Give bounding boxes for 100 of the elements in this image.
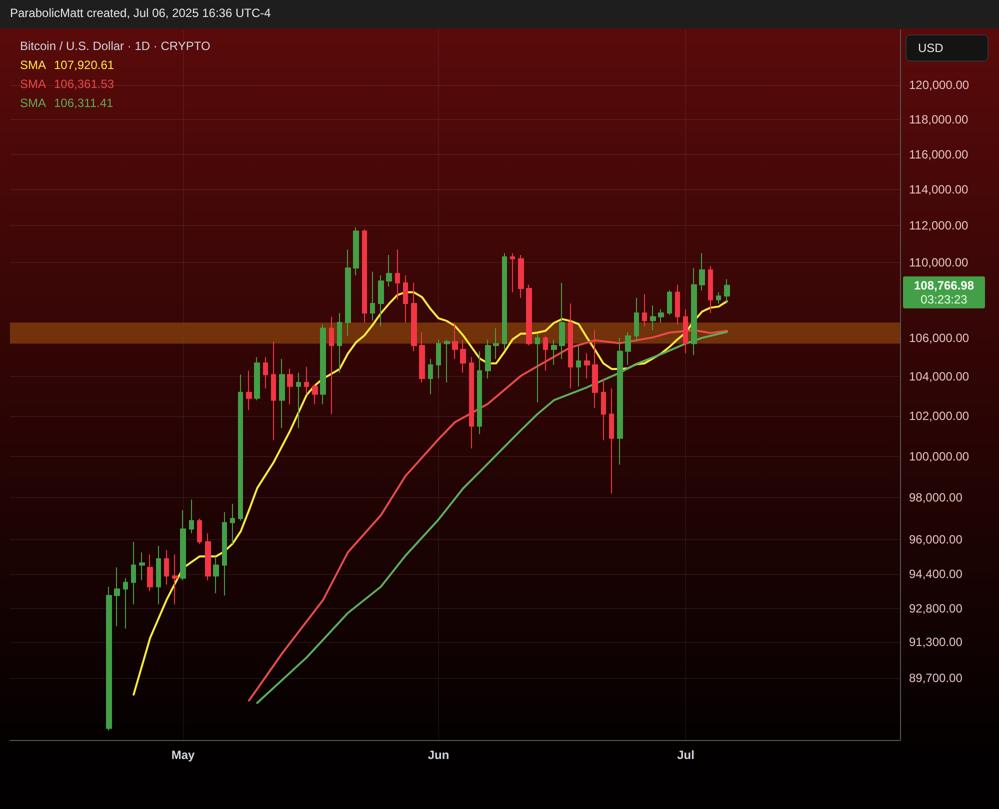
candlestick [683, 308, 688, 354]
y-tick-label: 110,000.00 [909, 255, 968, 270]
candlestick [493, 328, 499, 360]
y-tick-label: 89,700.00 [909, 670, 963, 685]
y-tick-label: 120,000.00 [909, 78, 970, 92]
text: ParabolicMatt created, Jul 06, 2025 16:36 UTC-4 [10, 6, 272, 20]
line-series [132, 291, 728, 696]
candlestick [296, 372, 301, 429]
candlestick [592, 330, 598, 409]
y-tick-label: 91,300.00 [909, 634, 963, 649]
candlestick [353, 227, 359, 276]
candlestick [131, 541, 136, 605]
candlestick [460, 339, 466, 374]
candlestick [106, 586, 112, 732]
text: SMA [20, 58, 46, 72]
annotation: 106,361.53 [54, 77, 114, 91]
y-tick-label: 94,400.00 [909, 566, 963, 581]
candlestick [222, 512, 227, 596]
candlestick [164, 550, 169, 586]
candlestick [329, 316, 334, 415]
candlestick [691, 267, 697, 356]
candlestick [246, 370, 252, 411]
candlestick [617, 337, 623, 466]
candlestick [287, 368, 293, 405]
y-tick-label: 100,000.00 [909, 449, 970, 464]
candlestick [485, 339, 491, 380]
y-tick-label: 104,000.00 [909, 370, 970, 384]
x-tick-label: Jul [677, 748, 694, 762]
text: 108,766.98 [914, 278, 974, 292]
y-axis-title: USD [918, 41, 944, 55]
y-tick-label: 96,000.00 [909, 532, 963, 547]
x-tick-label: Jun [428, 748, 450, 762]
x-tick-label: May [171, 748, 196, 762]
candlestick [477, 350, 482, 435]
candlestick [230, 503, 235, 544]
text: SMA [20, 77, 46, 91]
candlestick [337, 312, 342, 374]
candlestick [411, 282, 417, 352]
candlestick [601, 378, 606, 441]
candlestick [147, 554, 153, 592]
candlestick [386, 254, 392, 288]
candlestick [156, 545, 161, 605]
candlestick [189, 499, 194, 534]
candlestick [518, 254, 524, 298]
y-tick-label: 112,000.00 [909, 218, 968, 233]
candlestick [510, 252, 515, 293]
candlestick [395, 248, 400, 300]
candlestick [320, 324, 326, 405]
candlestick [708, 266, 713, 314]
candlestick [559, 282, 565, 360]
candlestick [312, 384, 318, 405]
candlestick [658, 308, 664, 324]
candlestick [114, 566, 120, 627]
y-tick-label: 116,000.00 [909, 147, 968, 162]
candlestick [543, 335, 548, 372]
candlestick [238, 374, 243, 522]
candlestick [123, 578, 128, 629]
candlestick [584, 352, 590, 380]
candlestick [568, 303, 573, 389]
candlestick [724, 278, 730, 304]
candlestick [526, 284, 532, 346]
candlestick [271, 341, 276, 441]
y-tick-label: 106,000.00 [909, 330, 970, 345]
candlestick [428, 358, 433, 395]
candlestick [576, 345, 581, 387]
candlestick [625, 332, 631, 366]
candlestick [502, 252, 507, 350]
candlestick [469, 356, 474, 449]
candlestick [403, 274, 408, 324]
candlestick [444, 339, 450, 383]
candlestick [551, 339, 557, 366]
candlestick [716, 292, 721, 304]
text: 03:23:23 [920, 292, 968, 306]
text: Bitcoin / U.S. Dollar · 1D · CRYPTO [20, 39, 210, 53]
candlestick [667, 290, 672, 316]
candlestick [436, 339, 441, 380]
candlestick [263, 356, 268, 389]
candlestick [139, 552, 145, 581]
candlestick [362, 228, 367, 324]
candlestick [197, 518, 202, 544]
candlestick [535, 333, 540, 403]
y-tick-label: 118,000.00 [909, 112, 968, 126]
candlestick [634, 297, 639, 342]
candlestick [279, 358, 285, 429]
y-tick-label: 102,000.00 [909, 409, 970, 424]
candlestick [452, 322, 458, 360]
candlestick [370, 271, 375, 322]
y-tick-label: 114,000.00 [909, 182, 968, 197]
candlestick [180, 510, 186, 581]
y-tick-label: 92,800.00 [909, 602, 963, 616]
text: SMA [20, 96, 46, 110]
candlestick [254, 356, 260, 401]
annotation: 107,920.61 [54, 58, 114, 72]
candlestick [650, 304, 656, 331]
candlestick [205, 532, 211, 581]
candlestick [378, 274, 384, 327]
candlestick [609, 388, 614, 494]
candlestick [675, 284, 680, 325]
candlestick [213, 556, 219, 594]
candlestick [699, 252, 705, 291]
